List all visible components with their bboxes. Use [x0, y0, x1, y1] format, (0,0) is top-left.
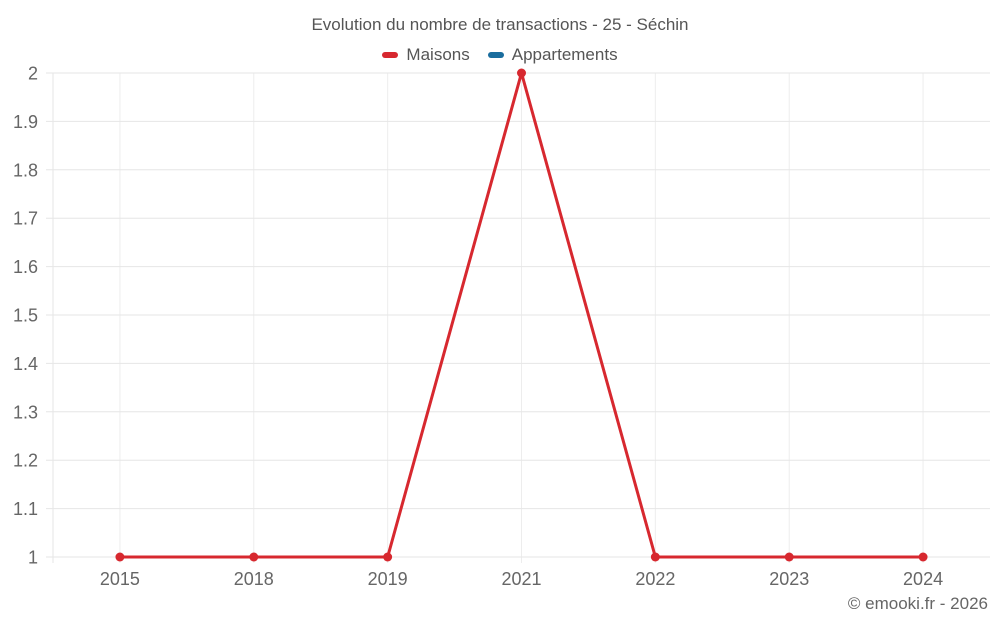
- legend-item[interactable]: Appartements: [487, 45, 618, 65]
- data-point[interactable]: [784, 552, 794, 562]
- copyright-text: © emooki.fr - 2026: [847, 594, 988, 613]
- data-point[interactable]: [918, 552, 928, 562]
- x-axis-tick-label: 2018: [234, 569, 274, 589]
- y-axis-tick-label: 1.8: [13, 160, 38, 180]
- legend-item[interactable]: Maisons: [382, 45, 470, 65]
- data-point[interactable]: [650, 552, 660, 562]
- y-axis-tick-label: 1.9: [13, 112, 38, 132]
- y-axis-tick-label: 2: [28, 64, 38, 84]
- y-axis-tick-label: 1.3: [13, 402, 38, 422]
- x-axis-tick-label: 2019: [368, 569, 408, 589]
- data-point[interactable]: [249, 552, 259, 562]
- y-axis-tick-label: 1.1: [13, 499, 38, 519]
- legend-swatch-icon: [382, 52, 399, 58]
- x-axis-tick-label: 2021: [501, 569, 541, 589]
- x-axis-tick-label: 2023: [769, 569, 809, 589]
- legend-label: Appartements: [511, 45, 618, 64]
- y-axis-tick-label: 1: [28, 548, 38, 568]
- legend-swatch-icon: [487, 52, 504, 58]
- data-point[interactable]: [383, 552, 393, 562]
- legend-label: Maisons: [406, 45, 470, 64]
- y-axis-tick-label: 1.5: [13, 306, 38, 326]
- y-axis-tick-label: 1.4: [13, 354, 38, 374]
- y-axis-tick-label: 1.7: [13, 209, 38, 229]
- data-point[interactable]: [115, 552, 125, 562]
- data-point[interactable]: [517, 68, 526, 78]
- chart-title: Evolution du nombre de transactions - 25…: [311, 15, 689, 34]
- y-axis-tick-label: 1.2: [13, 451, 38, 471]
- legend: Maisons Appartements: [0, 45, 1000, 65]
- y-axis-tick-label: 1.6: [13, 257, 38, 277]
- x-axis-tick-label: 2022: [635, 569, 675, 589]
- x-axis-tick-label: 2015: [100, 569, 140, 589]
- x-axis-tick-label: 2024: [903, 569, 943, 589]
